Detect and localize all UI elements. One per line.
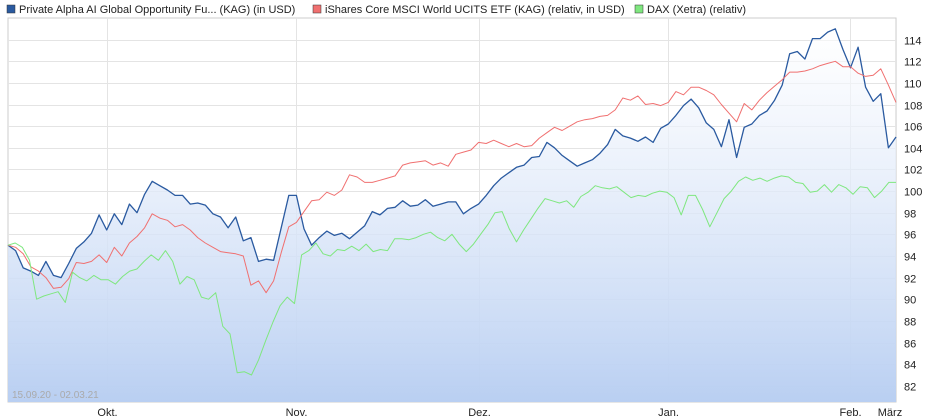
series-line [7,28,897,279]
y-axis: 82 84 86 88 90 92 94 96 98 100 102 104 106 108 110 112 1… [904,36,922,394]
y-tick-label: 102 [904,165,922,177]
y-tick-label: 96 [904,230,916,242]
legend-entry[interactable]: DAX (Xetra) (relativ) [634,4,746,16]
series-line [7,60,897,294]
y-tick-label: 82 [904,382,916,394]
x-tick-label: Dez. [468,407,491,419]
x-tick-label: Okt. [97,407,117,419]
y-tick-label: 106 [904,122,922,134]
x-tick-label: Jan. [658,407,679,419]
series-lines [7,28,897,376]
legend-swatch [6,4,16,14]
x-tick-label: März [878,407,902,419]
y-tick-label: 92 [904,274,916,286]
x-tick-label: Feb. [839,407,861,419]
legend-entry[interactable]: iShares Core MSCI World UCITS ETF (KAG) … [312,4,625,16]
y-tick-label: 86 [904,339,916,351]
x-tick-label: Nov. [286,407,308,419]
date-range-label: 15.09.20 - 02.03.21 [12,390,99,401]
y-tick-label: 112 [904,57,922,69]
y-tick-label: 88 [904,317,916,329]
y-tick-label: 110 [904,79,922,91]
series-line [7,175,896,376]
y-tick-label: 98 [904,209,916,221]
y-tick-label: 114 [904,36,922,48]
x-axis: Okt. Nov. Dez. Jan. Feb. März [97,407,902,419]
legend-swatch [634,4,644,14]
legend-swatch [312,4,322,14]
y-tick-label: 108 [904,101,922,113]
y-tick-label: 94 [904,252,916,264]
y-tick-label: 84 [904,360,916,372]
legend-entry[interactable]: Private Alpha AI Global Opportunity Fu..… [6,4,295,16]
area-fill [8,28,896,403]
y-tick-label: 104 [904,144,922,156]
legend: Private Alpha AI Global Opportunity Fu..… [6,4,746,16]
legend-label: DAX (Xetra) (relativ) [647,4,746,16]
legend-label: iShares Core MSCI World UCITS ETF (KAG) … [325,4,625,16]
y-tick-label: 100 [904,187,922,199]
legend-label: Private Alpha AI Global Opportunity Fu..… [19,4,295,16]
y-tick-label: 90 [904,295,916,307]
area-fill-series [8,28,896,403]
